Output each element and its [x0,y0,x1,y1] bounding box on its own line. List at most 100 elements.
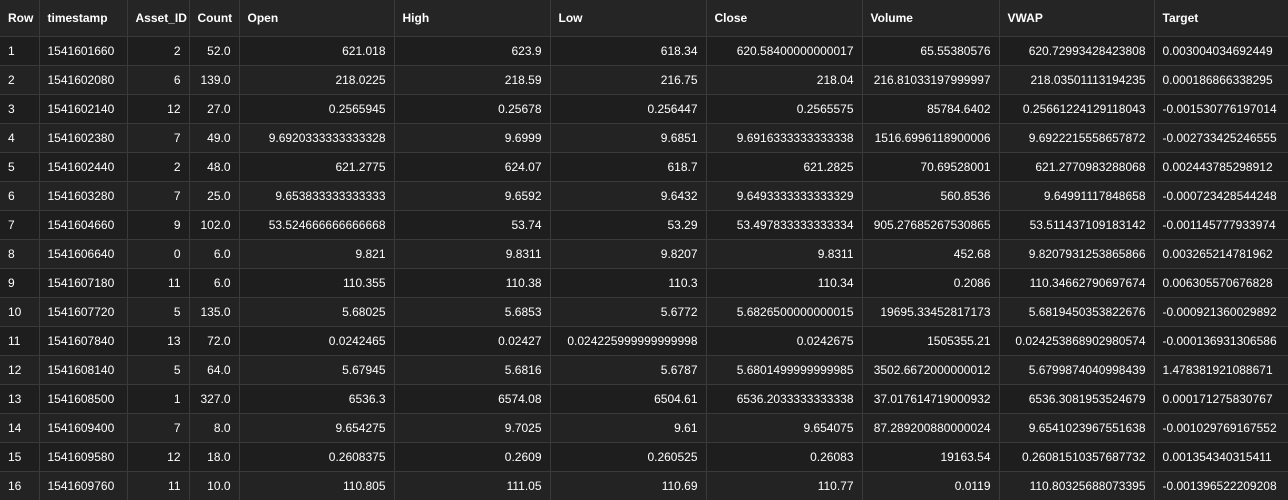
table-row[interactable]: 4 1541602380 7 49.0 9.6920333333333328 9.6999… [0,123,1288,153]
cell-target: 0.003004034692449 [1154,36,1288,66]
cell-asset-id: 11 [127,471,190,500]
header-row: Row timestamp Asset_ID Count Open High L… [0,0,1288,37]
cell-count: 8.0 [189,413,240,443]
cell-close: 621.2825 [706,152,863,182]
table-row[interactable]: 14 1541609400 7 8.0 9.654275 9.7025 9.61 9.6540… [0,413,1288,443]
table-row[interactable]: 2 1541602080 6 139.0 218.0225 218.59 216.75 218… [0,65,1288,95]
column-header-timestamp[interactable]: timestamp [39,0,128,37]
cell-close: 218.04 [706,65,863,95]
cell-target: 0.000186866338295 [1154,65,1288,95]
cell-volume: 0.0119 [862,471,1000,500]
table-row[interactable]: 12 1541608140 5 64.0 5.67945 5.6816 5.6787 5.68… [0,355,1288,385]
cell-open: 621.018 [239,36,395,66]
column-header-close[interactable]: Close [706,0,863,37]
cell-row: 4 [0,123,40,153]
cell-target: -0.001396522209208 [1154,471,1288,500]
cell-high: 5.6816 [394,355,551,385]
column-header-low[interactable]: Low [550,0,707,37]
table-row[interactable]: 16 1541609760 11 10.0 110.805 111.05 110.69 110… [0,471,1288,500]
cell-vwap: 6536.3081953524679 [999,384,1155,414]
table-row[interactable]: 9 1541607180 11 6.0 110.355 110.38 110.3 110.34… [0,268,1288,298]
cell-row: 11 [0,326,40,356]
column-header-high[interactable]: High [394,0,551,37]
cell-timestamp: 1541606640 [39,239,128,269]
cell-count: 18.0 [189,442,240,472]
table-row[interactable]: 3 1541602140 12 27.0 0.2565945 0.25678 0.25644… [0,94,1288,124]
cell-asset-id: 5 [127,297,190,327]
cell-vwap: 53.511437109183142 [999,210,1155,240]
cell-vwap: 9.64991117848658 [999,181,1155,211]
cell-timestamp: 1541607840 [39,326,128,356]
column-header-volume[interactable]: Volume [862,0,1000,37]
cell-open: 218.0225 [239,65,395,95]
table-row[interactable]: 10 1541607720 5 135.0 5.68025 5.6853 5.6772 5.6… [0,297,1288,327]
cell-close: 5.6801499999999985 [706,355,863,385]
cell-count: 102.0 [189,210,240,240]
cell-close: 53.497833333333334 [706,210,863,240]
cell-volume: 37.017614719000932 [862,384,1000,414]
column-header-count[interactable]: Count [189,0,240,37]
cell-high: 110.38 [394,268,551,298]
table-row[interactable]: 1 1541601660 2 52.0 621.018 623.9 618.34 620.58… [0,36,1288,66]
cell-low: 618.34 [550,36,707,66]
cell-volume: 65.55380576 [862,36,1000,66]
cell-asset-id: 7 [127,123,190,153]
cell-open: 9.654275 [239,413,395,443]
cell-row: 13 [0,384,40,414]
cell-low: 9.6851 [550,123,707,153]
cell-vwap: 218.03501113194235 [999,65,1155,95]
table-row[interactable]: 6 1541603280 7 25.0 9.653833333333333 9.6592 9… [0,181,1288,211]
column-header-target[interactable]: Target [1154,0,1288,37]
cell-vwap: 110.80325688073395 [999,471,1155,500]
cell-open: 6536.3 [239,384,395,414]
cell-asset-id: 5 [127,355,190,385]
cell-target: -0.000723428544248 [1154,181,1288,211]
cell-count: 135.0 [189,297,240,327]
column-header-open[interactable]: Open [239,0,395,37]
cell-vwap: 9.6541023967551638 [999,413,1155,443]
cell-count: 25.0 [189,181,240,211]
cell-close: 9.6916333333333338 [706,123,863,153]
cell-vwap: 0.25661224129118043 [999,94,1155,124]
cell-row: 2 [0,65,40,95]
cell-high: 111.05 [394,471,551,500]
cell-vwap: 0.26081510357687732 [999,442,1155,472]
cell-close: 0.0242675 [706,326,863,356]
cell-timestamp: 1541602440 [39,152,128,182]
cell-vwap: 9.6922215558657872 [999,123,1155,153]
cell-asset-id: 12 [127,94,190,124]
table-row[interactable]: 8 1541606640 0 6.0 9.821 9.8311 9.8207 9.8311 45… [0,239,1288,269]
cell-high: 0.02427 [394,326,551,356]
cell-timestamp: 1541609760 [39,471,128,500]
cell-volume: 1516.6996118900006 [862,123,1000,153]
cell-volume: 216.81033197999997 [862,65,1000,95]
cell-open: 5.68025 [239,297,395,327]
column-header-asset-id[interactable]: Asset_ID [127,0,190,37]
cell-asset-id: 13 [127,326,190,356]
cell-target: -0.001530776197014 [1154,94,1288,124]
cell-asset-id: 7 [127,181,190,211]
table-row[interactable]: 15 1541609580 12 18.0 0.2608375 0.2609 0.26052… [0,442,1288,472]
column-header-row[interactable]: Row [0,0,40,37]
cell-target: -0.002733425246555 [1154,123,1288,153]
cell-high: 9.7025 [394,413,551,443]
table-row[interactable]: 7 1541604660 9 102.0 53.524666666666668 53.74… [0,210,1288,240]
cell-high: 0.2609 [394,442,551,472]
cell-asset-id: 6 [127,65,190,95]
cell-row: 6 [0,181,40,211]
table-row[interactable]: 11 1541607840 13 72.0 0.0242465 0.02427 0.0242… [0,326,1288,356]
cell-close: 0.26083 [706,442,863,472]
cell-low: 0.256447 [550,94,707,124]
column-header-vwap[interactable]: VWAP [999,0,1155,37]
cell-open: 0.0242465 [239,326,395,356]
cell-volume: 85784.6402 [862,94,1000,124]
cell-volume: 70.69528001 [862,152,1000,182]
cell-count: 48.0 [189,152,240,182]
cell-target: 0.001354340315411 [1154,442,1288,472]
cell-close: 5.6826500000000015 [706,297,863,327]
cell-asset-id: 12 [127,442,190,472]
table-row[interactable]: 13 1541608500 1 327.0 6536.3 6574.08 6504.61 65… [0,384,1288,414]
table-row[interactable]: 5 1541602440 2 48.0 621.2775 624.07 618.7 621.2… [0,152,1288,182]
